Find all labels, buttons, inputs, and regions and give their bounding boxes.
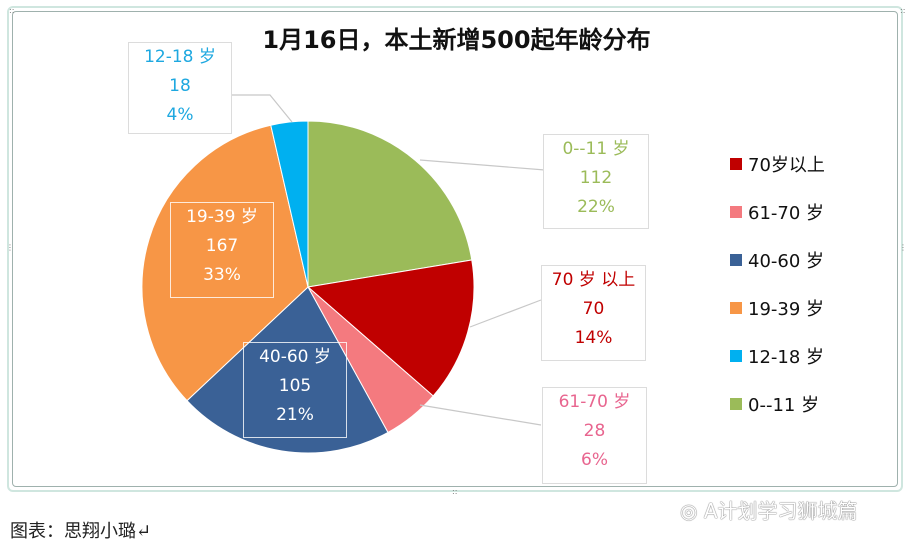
label-value: 105 [278, 376, 312, 396]
data-label-12-18: 12-18 岁 18 4% [128, 42, 232, 134]
data-label-40-60: 40-60 岁 105 21% [243, 342, 347, 438]
label-pct: 21% [276, 405, 314, 425]
legend-item-40-60[interactable]: 40-60 岁 [730, 236, 825, 284]
label-pct: 4% [166, 105, 194, 125]
data-label-19-39: 19-39 岁 167 33% [170, 202, 274, 298]
legend-label: 40-60 岁 [748, 251, 825, 272]
chart-frame-inner [12, 11, 898, 487]
label-pct: 14% [574, 328, 613, 348]
legend-label: 70岁以上 [748, 155, 825, 176]
legend-swatch [730, 302, 742, 314]
label-name: 19-39 岁 [186, 207, 258, 227]
resize-handle-top-right[interactable]: :: [900, 6, 906, 15]
resize-handle-top-left[interactable]: :: [9, 6, 15, 15]
label-name: 12-18 岁 [144, 47, 216, 67]
chart-frame[interactable] [7, 6, 903, 492]
wechat-icon: ◎ [680, 499, 704, 523]
pie-slice[interactable] [306, 259, 475, 397]
data-label-70plus: 70 岁 以上 70 14% [541, 265, 646, 361]
legend-swatch [730, 350, 742, 362]
resize-handle-right[interactable]: ⋮ [899, 243, 907, 252]
legend-label: 61-70 岁 [748, 203, 825, 224]
resize-handle-left[interactable]: ⋮ [6, 243, 14, 252]
leader-line-12-18 [225, 94, 293, 123]
label-value: 28 [583, 421, 606, 441]
pie-slice[interactable] [141, 124, 309, 402]
chart-title: 1月16日，本土新增500起年龄分布 [262, 26, 651, 54]
pie-slice[interactable] [186, 286, 389, 454]
label-value: 18 [169, 76, 191, 96]
label-pct: 22% [577, 197, 615, 217]
legend-label: 19-39 岁 [748, 299, 825, 320]
label-pct: 33% [203, 265, 241, 285]
legend-item-12-18[interactable]: 12-18 岁 [730, 332, 825, 380]
pie-slices [141, 120, 475, 454]
label-name: 0--11 岁 [562, 139, 630, 159]
label-name: 40-60 岁 [259, 347, 331, 367]
label-value: 112 [579, 168, 613, 188]
leader-line-61-70 [419, 404, 542, 426]
legend-item-19-39[interactable]: 19-39 岁 [730, 284, 825, 332]
watermark-text: A计划学习狮城篇 [703, 499, 858, 523]
label-name: 61-70 岁 [558, 392, 631, 412]
legend-item-0-11[interactable]: 0--11 岁 [730, 380, 825, 428]
legend-label: 0--11 岁 [748, 395, 820, 416]
legend-item-70plus[interactable]: 70岁以上 [730, 140, 825, 188]
chart-legend: 70岁以上 61-70 岁 40-60 岁 19-39 岁 12-18 岁 0-… [730, 140, 825, 428]
pie-slice[interactable] [307, 120, 473, 288]
leader-line-70plus [469, 299, 542, 328]
data-label-0-11: 0--11 岁 112 22% [543, 134, 649, 229]
legend-swatch [730, 158, 742, 170]
label-value: 167 [205, 236, 239, 256]
legend-swatch [730, 206, 742, 218]
resize-handle-bottom[interactable]: :: [452, 487, 458, 496]
legend-swatch [730, 254, 742, 266]
label-value: 70 [582, 299, 605, 319]
leader-lines [225, 94, 546, 426]
legend-label: 12-18 岁 [748, 347, 825, 368]
label-pct: 6% [581, 450, 608, 470]
leader-line-0-11 [419, 159, 546, 171]
legend-swatch [730, 398, 742, 410]
watermark: ◎ A计划学习狮城篇 [680, 495, 858, 524]
data-label-61-70: 61-70 岁 28 6% [542, 387, 647, 484]
pie-slice[interactable] [270, 120, 309, 288]
label-name: 70 岁 以上 [551, 270, 636, 290]
legend-item-61-70[interactable]: 61-70 岁 [730, 188, 825, 236]
figure-caption: 图表：思翔小璐↵ [10, 521, 152, 542]
